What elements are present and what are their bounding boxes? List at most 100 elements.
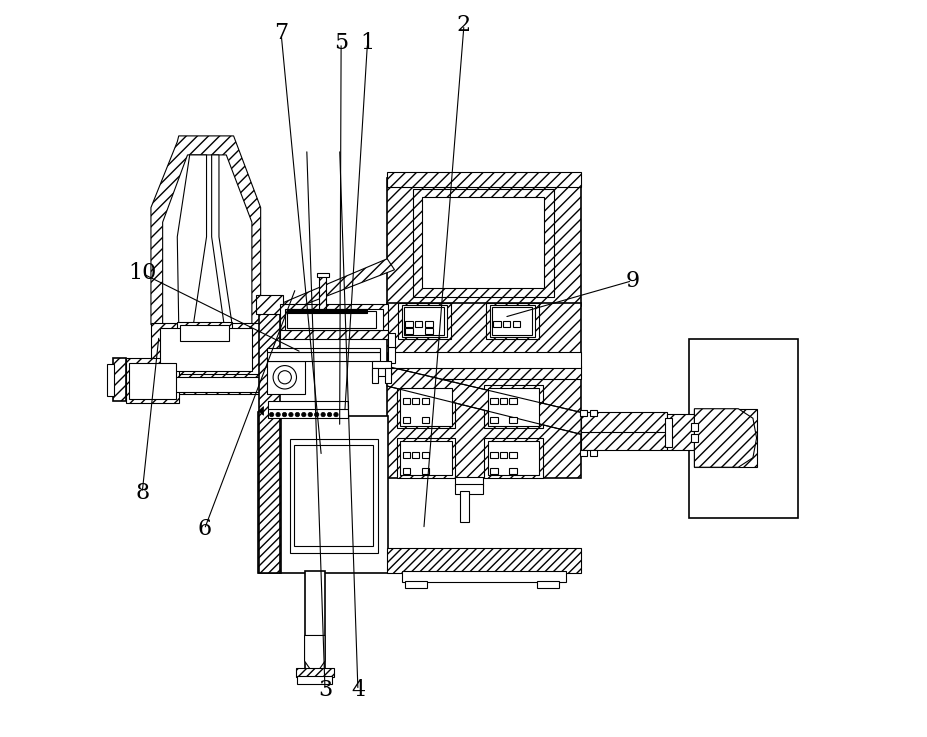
Circle shape <box>301 413 306 417</box>
Bar <box>580 432 667 450</box>
Bar <box>484 438 542 478</box>
Bar <box>387 333 395 348</box>
Bar <box>509 452 516 458</box>
Bar <box>387 172 580 187</box>
Bar <box>405 321 413 326</box>
Bar <box>266 361 304 394</box>
Bar <box>396 438 455 478</box>
Bar <box>579 450 586 456</box>
Circle shape <box>282 413 286 417</box>
Bar <box>266 348 379 352</box>
Text: 6: 6 <box>197 518 211 540</box>
Polygon shape <box>279 259 394 312</box>
Circle shape <box>334 413 337 417</box>
Bar <box>590 411 596 416</box>
Bar <box>690 423 697 430</box>
Bar <box>401 305 447 337</box>
Bar <box>513 321 520 326</box>
Bar <box>489 452 497 458</box>
Text: 2: 2 <box>456 14 471 35</box>
Circle shape <box>269 413 273 417</box>
Bar <box>414 321 422 326</box>
Bar <box>509 417 516 422</box>
Bar <box>387 548 580 573</box>
Polygon shape <box>387 366 580 434</box>
Text: 9: 9 <box>625 270 639 292</box>
Bar <box>296 668 334 677</box>
Bar <box>486 303 538 339</box>
Bar <box>403 307 444 335</box>
Bar <box>412 452 419 458</box>
Bar <box>177 321 232 343</box>
Circle shape <box>295 413 299 417</box>
Bar <box>421 417 428 422</box>
Text: 7: 7 <box>273 23 288 44</box>
Circle shape <box>327 413 331 417</box>
Bar <box>151 374 260 394</box>
Bar <box>502 321 510 326</box>
Bar <box>509 398 516 404</box>
Bar <box>412 398 419 404</box>
Circle shape <box>314 413 319 417</box>
Bar <box>258 413 281 573</box>
Bar <box>405 581 427 588</box>
Bar <box>286 309 367 313</box>
Bar <box>317 273 328 277</box>
Bar <box>405 328 413 334</box>
Bar <box>488 441 539 475</box>
Bar <box>500 398 507 404</box>
Bar <box>107 364 114 397</box>
Polygon shape <box>177 155 207 324</box>
Bar <box>387 178 580 307</box>
Text: 5: 5 <box>334 32 348 54</box>
Bar <box>387 352 580 368</box>
Bar <box>493 321 500 326</box>
Bar <box>690 434 697 441</box>
Bar <box>372 368 390 376</box>
Bar <box>279 330 387 339</box>
Bar <box>425 321 432 326</box>
Bar <box>421 452 428 458</box>
Bar <box>279 304 387 333</box>
Bar <box>289 439 377 553</box>
Circle shape <box>321 413 325 417</box>
Bar <box>126 357 179 403</box>
Bar <box>387 303 580 478</box>
Bar <box>489 398 497 404</box>
Bar <box>579 411 586 416</box>
Bar <box>413 189 553 297</box>
Bar <box>286 312 375 327</box>
Bar <box>491 307 531 335</box>
Bar <box>402 417 410 422</box>
Bar <box>297 676 332 685</box>
Bar <box>268 405 348 418</box>
Bar <box>396 385 455 428</box>
Polygon shape <box>211 155 232 324</box>
Circle shape <box>275 413 280 417</box>
Bar <box>500 452 507 458</box>
Bar <box>304 571 324 670</box>
Bar <box>400 388 451 425</box>
Bar <box>385 368 390 383</box>
Bar <box>488 388 539 425</box>
Bar <box>402 398 410 404</box>
Bar <box>387 346 395 363</box>
Bar <box>129 363 175 399</box>
Text: 10: 10 <box>128 262 156 284</box>
Bar <box>484 385 542 428</box>
Bar <box>255 296 283 314</box>
Text: 4: 4 <box>350 680 364 702</box>
Circle shape <box>273 366 297 389</box>
Bar <box>387 366 580 380</box>
Bar <box>489 305 534 337</box>
Bar <box>489 417 497 422</box>
Bar <box>285 310 383 329</box>
Bar <box>489 468 497 474</box>
Bar <box>422 198 544 288</box>
Bar <box>266 352 379 361</box>
Bar <box>455 477 482 486</box>
Text: 3: 3 <box>318 680 332 702</box>
Bar <box>401 571 565 582</box>
Bar <box>460 492 469 522</box>
Text: 8: 8 <box>135 482 149 504</box>
